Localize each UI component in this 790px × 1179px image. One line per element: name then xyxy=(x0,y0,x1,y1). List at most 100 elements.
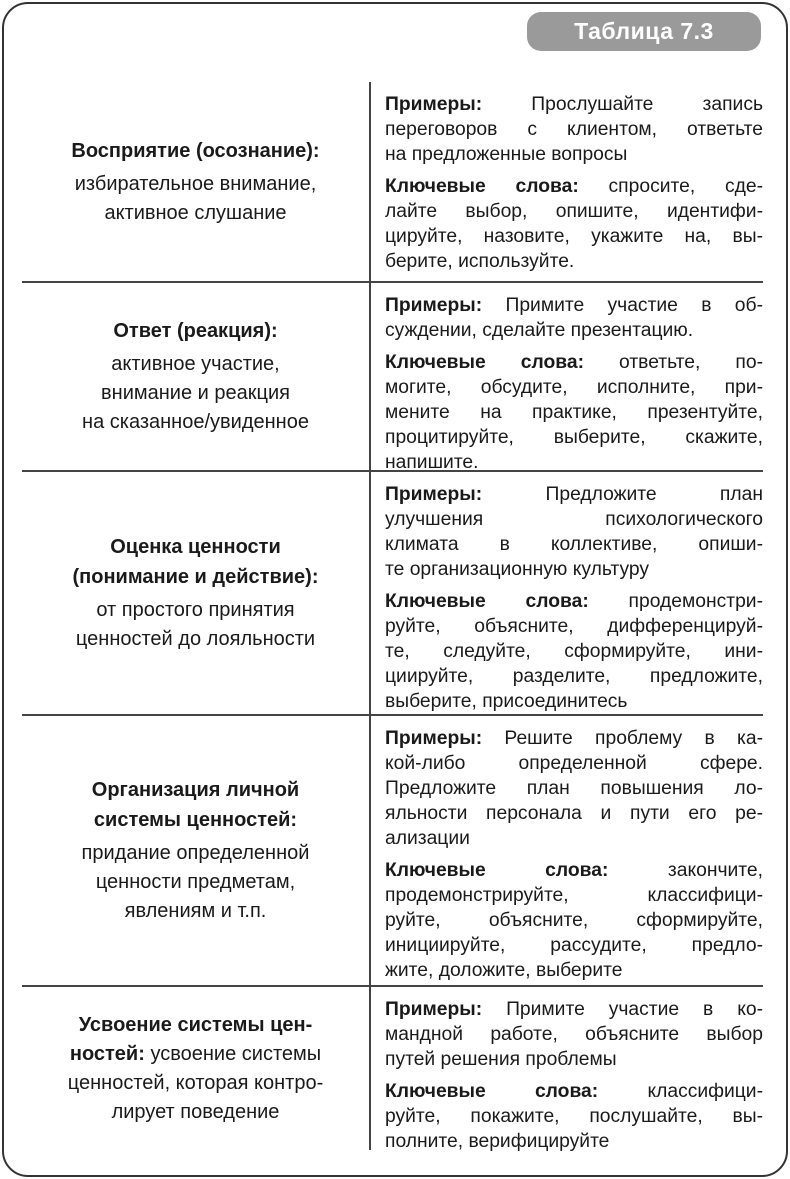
bold-label: Примеры: xyxy=(385,999,483,1020)
bold-label: (понимание и действие): xyxy=(72,566,319,588)
bold-label: Примеры: xyxy=(385,295,483,316)
bold-label: Ключевые слова: xyxy=(385,860,609,881)
level-description-line: избирательное внимание, xyxy=(75,170,317,199)
text-line: Примеры: Прослушайте запись xyxy=(385,92,763,117)
line-text: руйте, объясните, сформируйте, xyxy=(385,910,763,931)
line-text: руйте, объясните, дифференцируй- xyxy=(385,616,763,637)
line-text: ценностей, которая контро- xyxy=(67,1072,324,1094)
text-line: напишите. xyxy=(385,450,763,475)
text-line: кой-либо определенной сфере. xyxy=(385,751,763,776)
text-line: переговоров с клиентом, ответьте xyxy=(385,117,763,142)
line-text: цируйте, назовите, укажите на, вы- xyxy=(385,226,763,247)
keywords-paragraph: Ключевые слова: закончите, продемонстриру… xyxy=(385,858,763,983)
level-cell: Восприятие (осознание): избирательное вни… xyxy=(22,82,371,281)
text-line: суждении, сделайте презентацию. xyxy=(385,318,763,343)
bold-label: Ключевые слова: xyxy=(385,176,579,197)
keywords-paragraph: Ключевые слова: спросите, сде-лайте выбо… xyxy=(385,174,763,274)
level-cell: Организация личной системы ценностей: прид… xyxy=(22,716,371,985)
line-text: могите, обсудите, исполните, при- xyxy=(385,377,763,398)
line-text: явлениям и т.п. xyxy=(124,900,267,922)
line-text: улучшения психологического xyxy=(385,509,763,530)
text-line: те организационную культуру xyxy=(385,557,763,582)
line-text: те организационную культуру xyxy=(385,559,650,580)
bold-label: Ключевые слова: xyxy=(385,1081,599,1102)
text-line: Примеры: Примите участие в ко- xyxy=(385,997,763,1022)
table-number-badge: Таблица 7.3 xyxy=(527,12,761,51)
text-line: улучшения психологического xyxy=(385,507,763,532)
text-line: Примеры: Примите участие в об- xyxy=(385,293,763,318)
bold-label: Ответ (реакция): xyxy=(113,320,278,342)
keywords-paragraph: Ключевые слова: ответьте, по-могите, обс… xyxy=(385,350,763,475)
line-text: жите, доложите, выберите xyxy=(385,960,623,981)
keywords-paragraph: Ключевые слова: продемонстри-руйте, объя… xyxy=(385,589,763,714)
line-text: ализации xyxy=(385,828,470,849)
line-text: процитируйте, выберите, скажите, xyxy=(385,427,763,448)
line-text: Решите проблему в ка- xyxy=(482,728,763,749)
level-description-line: активное слушание xyxy=(104,199,286,228)
line-text: климата в коллективе, опиши- xyxy=(385,534,763,555)
examples-cell: Примеры: Предложите план улучшения психол… xyxy=(371,472,763,714)
text-line: руйте, объясните, дифференцируй- xyxy=(385,614,763,639)
text-line: Предложите план повышения ло- xyxy=(385,776,763,801)
level-title-line: Оценка ценности xyxy=(110,532,281,562)
level-cell: Оценка ценности (понимание и действие): от… xyxy=(22,472,371,714)
text-line: инициируйте, рассудите, предло- xyxy=(385,933,763,958)
line-text: усвоение системы xyxy=(144,1043,322,1065)
level-description-line: ностей: усвоение системы xyxy=(70,1040,321,1069)
line-text: яльности персонала и пути его ре- xyxy=(385,803,763,824)
level-description-line: лирует поведение xyxy=(112,1098,280,1127)
line-text: ответьте, по- xyxy=(584,352,763,373)
line-text: от простого принятия xyxy=(96,599,295,621)
line-text: берите, используйте. xyxy=(385,251,575,272)
level-cell: Ответ (реакция): активное участие, внимани… xyxy=(22,283,371,470)
text-line: процитируйте, выберите, скажите, xyxy=(385,425,763,450)
text-line: продемонстрируйте, классифици- xyxy=(385,883,763,908)
text-line: мените на практике, презентуйте, xyxy=(385,400,763,425)
level-title-line: Ответ (реакция): xyxy=(113,316,277,346)
text-line: берите, используйте. xyxy=(385,249,763,274)
line-text: полните, верифицируйте xyxy=(385,1131,610,1152)
level-cell: Усвоение системы цен-ностей: усвоение си… xyxy=(22,987,371,1150)
text-line: полните, верифицируйте xyxy=(385,1129,763,1154)
line-text: Прослушайте запись xyxy=(482,94,763,115)
bold-label: Ключевые слова: xyxy=(385,352,584,373)
text-line: те, следуйте, сформируйте, ини- xyxy=(385,639,763,664)
text-line: лайте выбор, опишите, идентифи- xyxy=(385,199,763,224)
level-title-line: Организация личной xyxy=(92,775,299,805)
keywords-paragraph: Ключевые слова: классифици-руйте, покажи… xyxy=(385,1079,763,1154)
line-text: избирательное внимание, xyxy=(74,172,317,195)
text-line: цируйте, назовите, укажите на, вы- xyxy=(385,224,763,249)
text-line: Ключевые слова: спросите, сде- xyxy=(385,174,763,199)
level-description-line: активное участие, xyxy=(111,350,279,379)
bold-label: Примеры: xyxy=(385,728,483,749)
level-description-line: ценностей до лояльности xyxy=(76,625,315,654)
table-row: Организация личной системы ценностей: прид… xyxy=(22,716,763,987)
line-text: путей решения проблемы xyxy=(385,1049,617,1070)
bold-label: Восприятие (осознание): xyxy=(71,139,320,162)
line-text: на предложенные вопросы xyxy=(385,144,628,165)
bold-label: Усвоение системы цен- xyxy=(78,1014,313,1036)
line-text: циируйте, разделите, предложите, xyxy=(385,666,763,687)
text-line: циируйте, разделите, предложите, xyxy=(385,664,763,689)
text-line: климата в коллективе, опиши- xyxy=(385,532,763,557)
bold-label: системы ценностей: xyxy=(93,809,298,831)
text-line: мандной работе, объясните выбор xyxy=(385,1022,763,1047)
line-text: выберите, присоединитесь xyxy=(385,691,628,712)
level-description-line: внимание и реакция xyxy=(101,379,290,408)
examples-paragraph: Примеры: Примите участие в об-суждении, … xyxy=(385,293,763,343)
examples-cell: Примеры: Примите участие в об-суждении, … xyxy=(371,283,763,473)
examples-cell: Примеры: Примите участие в ко-мандной ра… xyxy=(371,987,763,1152)
line-text: кой-либо определенной сфере. xyxy=(385,753,763,774)
text-line: Ключевые слова: ответьте, по- xyxy=(385,350,763,375)
line-text: на сказанное/увиденное xyxy=(82,411,309,433)
text-line: Ключевые слова: продемонстри- xyxy=(385,589,763,614)
level-title-line: системы ценностей: xyxy=(94,805,297,835)
level-description-line: ценностей, которая контро- xyxy=(68,1069,323,1098)
bold-label: Ключевые слова: xyxy=(385,591,589,612)
line-text: Предложите план xyxy=(482,484,763,505)
content-table: Восприятие (осознание): избирательное вни… xyxy=(22,82,763,1152)
level-description-line: ценности предметам, xyxy=(96,868,295,897)
line-text: классифици- xyxy=(598,1081,763,1102)
line-text: закончите, xyxy=(608,860,763,881)
examples-paragraph: Примеры: Примите участие в ко-мандной ра… xyxy=(385,997,763,1072)
